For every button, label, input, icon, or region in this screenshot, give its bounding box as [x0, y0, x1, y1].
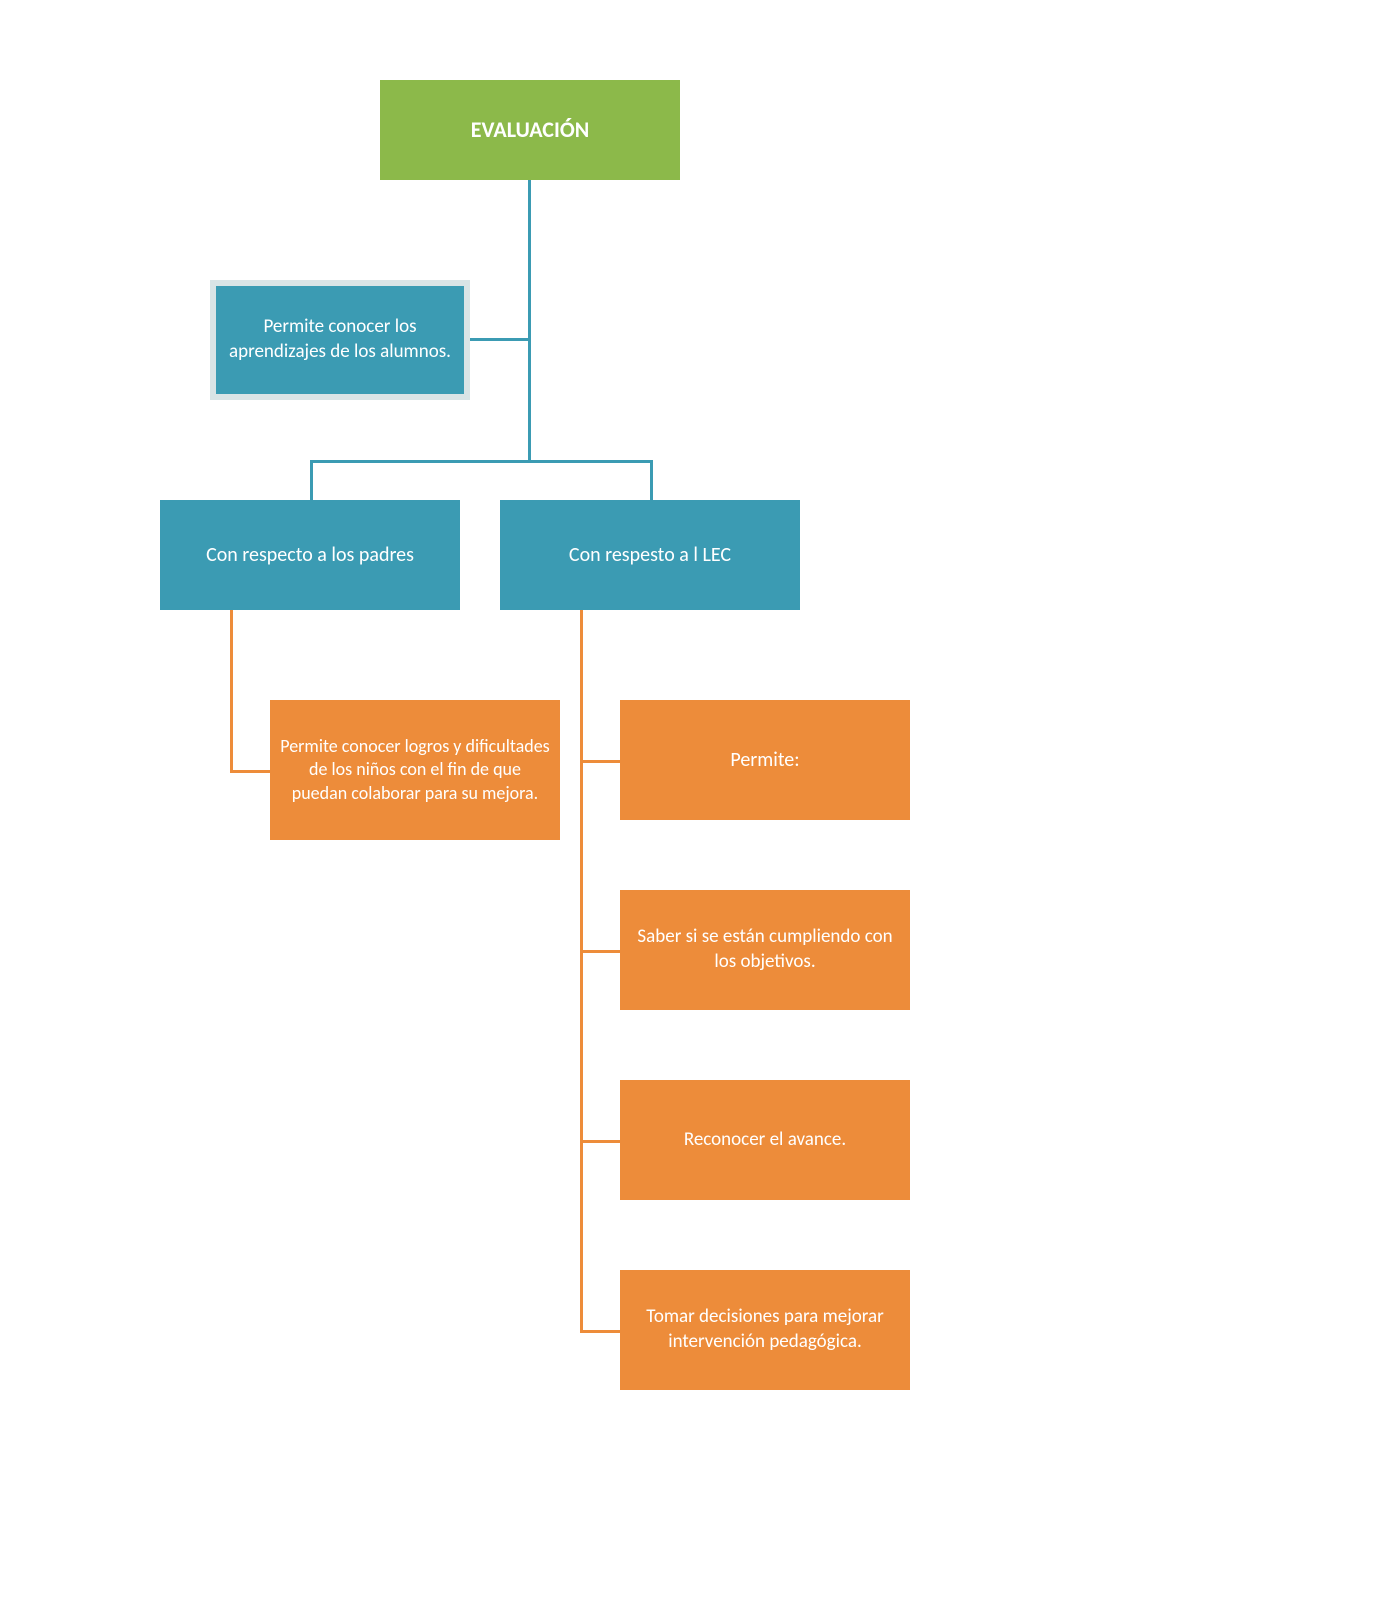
node-lec-1: Permite:	[620, 700, 910, 820]
node-lec-3-label: Reconocer el avance.	[684, 1128, 846, 1153]
node-root-label: EVALUACIÓN	[471, 116, 589, 145]
node-lec-1-label: Permite:	[730, 747, 799, 773]
node-padres: Con respecto a los padres	[160, 500, 460, 610]
connector-lec-branch-3	[580, 1140, 620, 1143]
node-side-label: Permite conocer los aprendizajes de los …	[226, 315, 454, 364]
node-lec-2: Saber si se están cumpliendo con los obj…	[620, 890, 910, 1010]
connector-lec-branch-4	[580, 1330, 620, 1333]
node-root: EVALUACIÓN	[380, 80, 680, 180]
node-lec: Con respesto a l LEC	[500, 500, 800, 610]
connector-split-horizontal	[310, 460, 650, 463]
node-lec-4-label: Tomar decisiones para mejorar intervenci…	[630, 1305, 900, 1354]
node-lec-label: Con respesto a l LEC	[569, 542, 731, 568]
node-lec-3: Reconocer el avance.	[620, 1080, 910, 1200]
connector-lec-branch-2	[580, 950, 620, 953]
node-lec-2-label: Saber si se están cumpliendo con los obj…	[630, 925, 900, 974]
connector-padres-down	[230, 610, 233, 770]
connector-lec-branch-1	[580, 760, 620, 763]
node-padres-label: Con respecto a los padres	[206, 542, 414, 568]
connector-padres-branch	[230, 770, 270, 773]
connector-side-horizontal	[470, 338, 528, 341]
connector-split-right-down	[650, 460, 653, 500]
node-padres-child-label: Permite conocer logros y dificultades de…	[280, 735, 550, 805]
node-side: Permite conocer los aprendizajes de los …	[210, 280, 470, 400]
connector-root-vertical	[528, 180, 531, 460]
connector-lec-down	[580, 610, 583, 1330]
connector-split-left-down	[310, 460, 313, 500]
node-lec-4: Tomar decisiones para mejorar intervenci…	[620, 1270, 910, 1390]
node-padres-child: Permite conocer logros y dificultades de…	[270, 700, 560, 840]
